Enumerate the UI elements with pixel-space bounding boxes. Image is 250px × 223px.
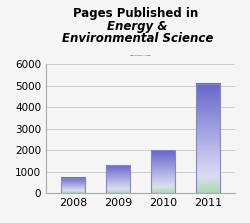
Title: Pages Published in — dummy: Pages Published in — dummy	[130, 55, 151, 56]
Text: Environmental Science: Environmental Science	[62, 32, 213, 45]
Text: Pages Published in: Pages Published in	[73, 7, 202, 20]
Bar	[150, 150, 175, 193]
Bar	[60, 178, 85, 193]
Bar	[196, 84, 220, 193]
Text: Energy &: Energy &	[107, 20, 168, 33]
Bar	[106, 165, 130, 193]
